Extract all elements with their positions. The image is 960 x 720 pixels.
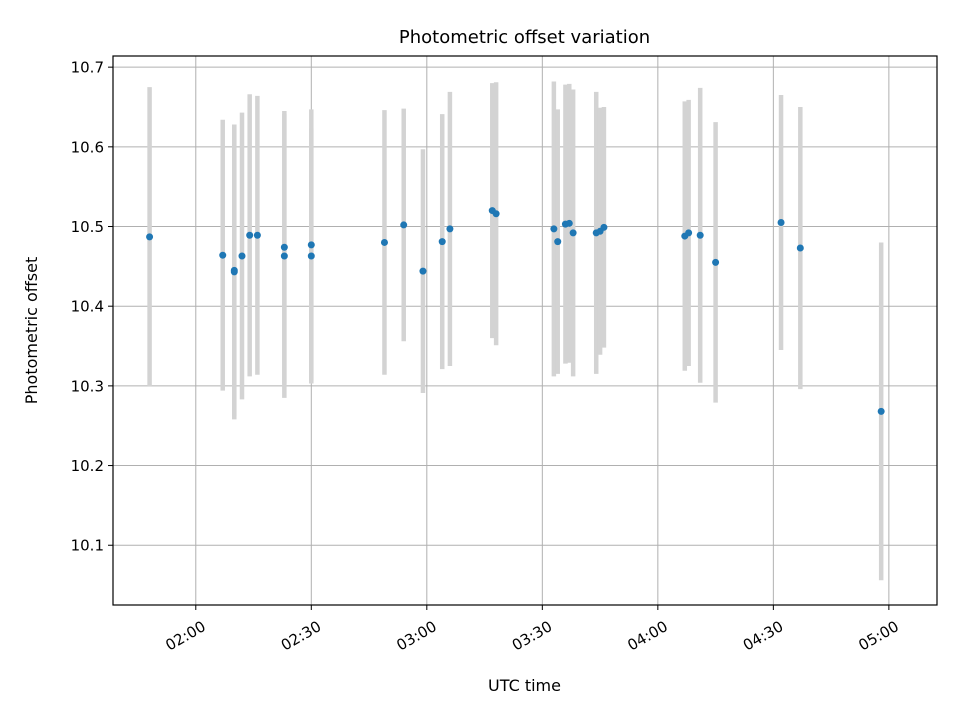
data-points: [146, 207, 885, 415]
y-tick-label: 10.5: [71, 218, 104, 236]
data-point: [238, 252, 246, 260]
data-point: [307, 252, 315, 260]
x-axis: 02:00 02:30 03:00 03:30 04:00 04:30 05:00: [162, 605, 902, 654]
data-point: [219, 251, 227, 259]
data-point: [246, 231, 254, 239]
data-point: [550, 225, 558, 233]
data-point: [565, 219, 573, 227]
data-point: [554, 238, 562, 246]
data-point: [696, 231, 704, 239]
x-tick-label: 04:30: [740, 617, 786, 654]
data-point: [253, 231, 261, 239]
x-tick-label: 02:30: [278, 617, 324, 654]
x-tick-label: 05:00: [855, 617, 901, 654]
y-tick-label: 10.3: [71, 377, 104, 395]
y-tick-label: 10.1: [71, 537, 104, 555]
grid: [113, 56, 937, 605]
error-bars: [147, 81, 884, 581]
y-axis-label: Photometric offset: [22, 257, 41, 405]
data-point: [400, 221, 408, 229]
data-point: [492, 210, 500, 218]
data-point: [419, 267, 427, 275]
data-point: [712, 258, 720, 266]
y-axis: 10.1 10.2 10.3 10.4 10.5 10.6 10.7: [71, 59, 113, 555]
y-tick-label: 10.6: [71, 138, 104, 156]
x-tick-label: 04:00: [624, 617, 670, 654]
data-point: [280, 252, 288, 260]
y-tick-label: 10.2: [71, 457, 104, 475]
data-point: [777, 219, 785, 227]
data-point: [230, 266, 238, 274]
data-point: [569, 229, 577, 237]
data-point: [685, 229, 693, 237]
x-axis-label: UTC time: [488, 676, 561, 695]
data-point: [146, 233, 154, 241]
data-point: [600, 223, 608, 231]
data-point: [307, 241, 315, 249]
data-point: [380, 238, 388, 246]
x-tick-label: 02:00: [162, 617, 208, 654]
y-tick-label: 10.7: [71, 59, 104, 77]
plot-frame: [112, 55, 938, 606]
data-point: [438, 238, 446, 246]
y-tick-label: 10.4: [71, 298, 104, 316]
data-point: [446, 225, 454, 233]
x-tick-label: 03:30: [509, 617, 555, 654]
data-point: [796, 244, 804, 252]
x-tick-label: 03:00: [393, 617, 439, 654]
data-point: [280, 243, 288, 251]
data-point: [877, 407, 885, 415]
chart-title: Photometric offset variation: [399, 27, 650, 48]
